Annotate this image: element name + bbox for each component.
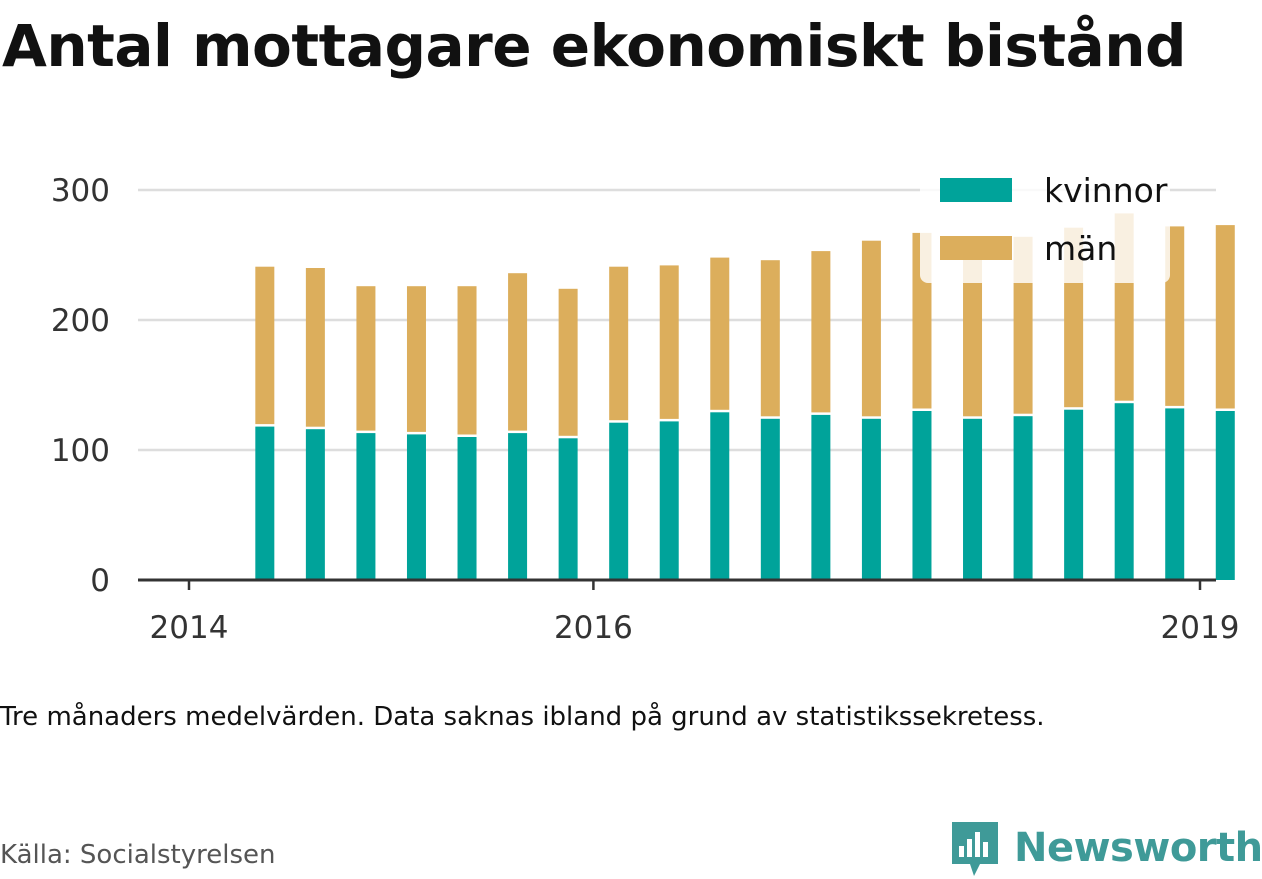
x-tick-label: 2019 [1161, 610, 1240, 646]
x-tick-label: 2014 [150, 610, 229, 646]
brand-name: Newsworthy [1014, 825, 1262, 871]
legend-swatch [940, 236, 1012, 260]
bar-kvinnor [305, 429, 325, 580]
bar-man [659, 265, 679, 419]
y-tick-label: 200 [51, 303, 110, 339]
bar-man [255, 266, 275, 425]
bar-man [861, 240, 881, 417]
bar-man [305, 268, 325, 427]
legend-swatch [940, 178, 1012, 202]
stacked-bar-chart: 010020030020142016201920212023 kvinnormä… [50, 165, 1240, 646]
bar-kvinnor [963, 418, 983, 580]
newsworthy-logo: Newsworthy [950, 818, 1262, 878]
bar-kvinnor [457, 437, 477, 580]
bar-man [811, 251, 831, 413]
page-title: Antal mottagare ekonomiskt bistånd [2, 12, 1187, 80]
bars [255, 213, 1235, 580]
legend-label: kvinnor [1044, 171, 1168, 210]
bar-kvinnor [912, 411, 932, 580]
bar-kvinnor [255, 426, 275, 580]
bar-kvinnor [659, 421, 679, 580]
y-tick-label: 0 [90, 563, 110, 599]
bar-kvinnor [1114, 403, 1134, 580]
bar-man [457, 286, 477, 435]
bar-kvinnor [861, 418, 881, 580]
bar-kvinnor [1215, 411, 1235, 580]
bar-kvinnor [356, 433, 376, 580]
newsworthy-logo-icon [952, 822, 998, 876]
x-tick-label: 2016 [554, 610, 633, 646]
bar-man [710, 257, 730, 410]
legend: kvinnor män [920, 165, 1170, 283]
bar-kvinnor [1064, 409, 1084, 580]
bar-man [1215, 225, 1235, 409]
bar-kvinnor [811, 414, 831, 580]
bar-kvinnor [558, 438, 578, 580]
bar-kvinnor [760, 418, 780, 580]
source-label: Källa: Socialstyrelsen [0, 840, 276, 870]
axes: 010020030020142016201920212023 [51, 173, 1240, 646]
legend-label: män [1044, 229, 1117, 268]
bar-kvinnor [710, 412, 730, 580]
bar-kvinnor [508, 433, 528, 580]
y-tick-label: 100 [51, 433, 110, 469]
bar-kvinnor [406, 434, 426, 580]
y-tick-label: 300 [51, 173, 110, 209]
bar-kvinnor [1165, 408, 1185, 580]
bar-man [508, 273, 528, 431]
bar-kvinnor [609, 422, 629, 580]
bar-man [356, 286, 376, 431]
bar-man [406, 286, 426, 432]
bar-man [963, 248, 983, 417]
chart-note: Tre månaders medelvärden. Data saknas ib… [0, 702, 1045, 732]
bar-man [760, 260, 780, 417]
bar-man [558, 288, 578, 436]
bar-man [609, 266, 629, 421]
bar-kvinnor [1013, 416, 1033, 580]
